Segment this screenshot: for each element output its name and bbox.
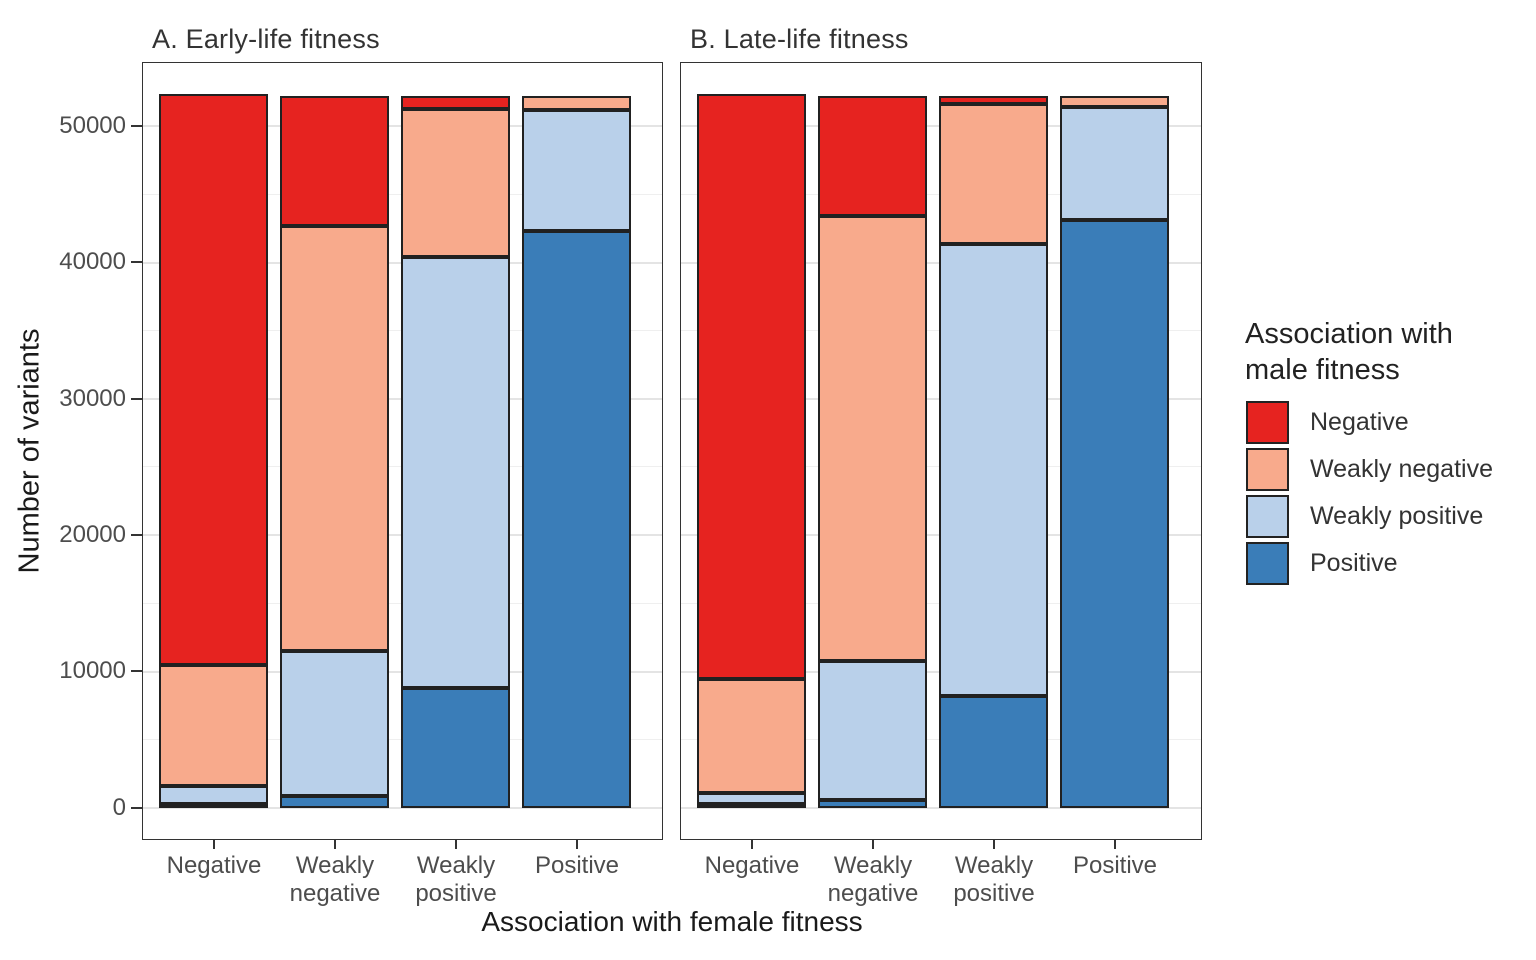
x-tick-mark — [334, 840, 336, 849]
bar-segment-weakly-negative — [280, 225, 389, 652]
x-axis-title: Association with female fitness — [481, 906, 863, 937]
x-tick-label: Negative — [704, 852, 800, 879]
bar-segment-weakly-negative — [818, 216, 927, 661]
bar-segment-weakly-negative — [697, 678, 806, 794]
bar-segment-negative — [939, 96, 1048, 104]
y-tick-mark — [131, 397, 142, 400]
y-tick-label: 40000 — [59, 248, 126, 276]
bar-segment-positive — [939, 696, 1048, 808]
legend-entry-label: Weakly negative — [1310, 455, 1493, 483]
x-tick-label: Negative — [166, 852, 262, 879]
bar-segment-weakly-positive — [939, 243, 1048, 697]
bar-segment-weakly-positive — [522, 110, 631, 232]
bar-segment-positive — [522, 231, 631, 808]
x-tick-label: Positive — [534, 852, 620, 879]
stacked-bar-positive — [522, 96, 631, 808]
bar-segment-weakly-positive — [697, 793, 806, 804]
bar-segment-positive — [280, 795, 389, 808]
bar-segment-negative — [280, 96, 389, 226]
y-tick-mark — [131, 261, 142, 264]
bar-segment-weakly-positive — [280, 651, 389, 796]
x-tick-mark — [1114, 840, 1116, 849]
x-tick-label: Positive — [1072, 852, 1158, 879]
panel-a-title: A. Early-life fitness — [152, 24, 380, 54]
y-tick-label: 0 — [112, 793, 126, 821]
bar-segment-weakly-negative — [522, 96, 631, 111]
bar-segment-weakly-negative — [1060, 96, 1169, 108]
y-tick-label: 10000 — [59, 657, 126, 685]
stacked-bar-weakly-negative — [818, 96, 927, 808]
x-tick-mark — [576, 840, 578, 849]
legend-key-swatch — [1246, 448, 1289, 491]
bar-segment-positive — [818, 799, 927, 808]
bar-segment-positive — [401, 688, 510, 808]
bar-segment-negative — [159, 93, 268, 665]
x-tick-mark — [455, 840, 457, 849]
bar-segment-positive — [1060, 220, 1169, 808]
x-tick-label: Weakly positive — [415, 852, 497, 907]
panel-late-life — [680, 62, 1202, 840]
x-tick-mark — [213, 840, 215, 849]
legend: Association with male fitness Negative We… — [1245, 316, 1535, 585]
legend-entry-label: Weakly positive — [1310, 502, 1484, 530]
stacked-bar-positive — [1060, 96, 1169, 808]
legend-entry-label: Positive — [1310, 549, 1398, 577]
y-tick-label: 30000 — [59, 384, 126, 412]
y-tick-mark — [131, 670, 142, 673]
panel-b-title: B. Late-life fitness — [690, 24, 909, 54]
bar-segment-weakly-positive — [818, 660, 927, 800]
legend-title: Association with male fitness — [1245, 318, 1453, 386]
bar-segment-weakly-positive — [401, 257, 510, 689]
stacked-bar-weakly-positive — [939, 96, 1048, 808]
legend-entry-label: Negative — [1310, 408, 1409, 436]
x-tick-mark — [993, 840, 995, 849]
y-tick-mark — [131, 533, 142, 536]
x-tick-mark — [872, 840, 874, 849]
legend-key-swatch — [1246, 542, 1289, 585]
stacked-bar-weakly-positive — [401, 96, 510, 808]
bar-segment-weakly-negative — [159, 664, 268, 787]
stacked-bar-weakly-negative — [280, 96, 389, 808]
zero-gridline — [681, 807, 1201, 809]
bar-segment-negative — [818, 96, 927, 217]
legend-key-swatch — [1246, 401, 1289, 444]
y-tick-label: 20000 — [59, 520, 126, 548]
zero-gridline — [143, 807, 662, 809]
panel-early-life — [142, 62, 663, 840]
x-tick-label: Weakly positive — [953, 852, 1035, 907]
bar-segment-weakly-negative — [939, 103, 1048, 244]
y-tick-mark — [131, 124, 142, 127]
bar-segment-negative — [697, 93, 806, 679]
bar-segment-weakly-negative — [401, 108, 510, 258]
x-tick-mark — [751, 840, 753, 849]
bar-segment-positive — [697, 804, 806, 808]
x-tick-label: Weakly negative — [289, 852, 381, 907]
stacked-bar-negative — [159, 93, 268, 808]
bar-segment-negative — [401, 96, 510, 109]
x-tick-label: Weakly negative — [827, 852, 919, 907]
bar-segment-weakly-positive — [159, 786, 268, 804]
bar-segment-positive — [159, 804, 268, 808]
y-tick-mark — [131, 806, 142, 809]
y-tick-label: 50000 — [59, 111, 126, 139]
stacked-bar-negative — [697, 93, 806, 808]
bar-segment-weakly-positive — [1060, 107, 1169, 221]
legend-key-swatch — [1246, 495, 1289, 538]
